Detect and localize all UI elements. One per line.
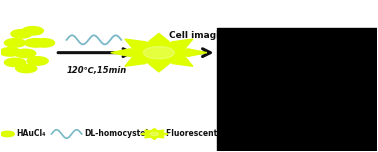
- Polygon shape: [158, 136, 164, 138]
- Circle shape: [5, 58, 26, 67]
- Polygon shape: [152, 137, 157, 139]
- Bar: [217, 28, 377, 151]
- Circle shape: [0, 48, 21, 56]
- Circle shape: [27, 57, 48, 65]
- Polygon shape: [172, 39, 193, 47]
- Circle shape: [150, 132, 158, 136]
- Polygon shape: [145, 136, 150, 138]
- Circle shape: [146, 131, 163, 137]
- Polygon shape: [145, 130, 150, 132]
- Circle shape: [34, 39, 54, 47]
- Text: 120℃,15min: 120℃,15min: [67, 66, 127, 75]
- Circle shape: [25, 39, 46, 47]
- Polygon shape: [158, 130, 164, 132]
- Polygon shape: [187, 49, 207, 57]
- Circle shape: [131, 41, 187, 64]
- Circle shape: [16, 64, 37, 73]
- Polygon shape: [152, 129, 157, 131]
- Polygon shape: [149, 33, 169, 41]
- Polygon shape: [125, 58, 146, 66]
- Circle shape: [15, 49, 36, 58]
- Circle shape: [22, 27, 43, 35]
- Polygon shape: [149, 64, 169, 72]
- Circle shape: [1, 131, 14, 137]
- Circle shape: [5, 39, 26, 47]
- Polygon shape: [125, 39, 146, 47]
- Polygon shape: [172, 58, 193, 66]
- Text: HAuCl₄: HAuCl₄: [17, 130, 46, 138]
- Circle shape: [143, 47, 174, 59]
- Text: Cell imaging: Cell imaging: [169, 31, 232, 40]
- Text: DL-homocysteine: DL-homocysteine: [84, 130, 159, 138]
- Polygon shape: [141, 133, 146, 135]
- Polygon shape: [163, 133, 168, 135]
- Circle shape: [11, 30, 32, 38]
- Polygon shape: [111, 49, 131, 57]
- Text: Fluorescent gold nanoclusters: Fluorescent gold nanoclusters: [166, 130, 297, 138]
